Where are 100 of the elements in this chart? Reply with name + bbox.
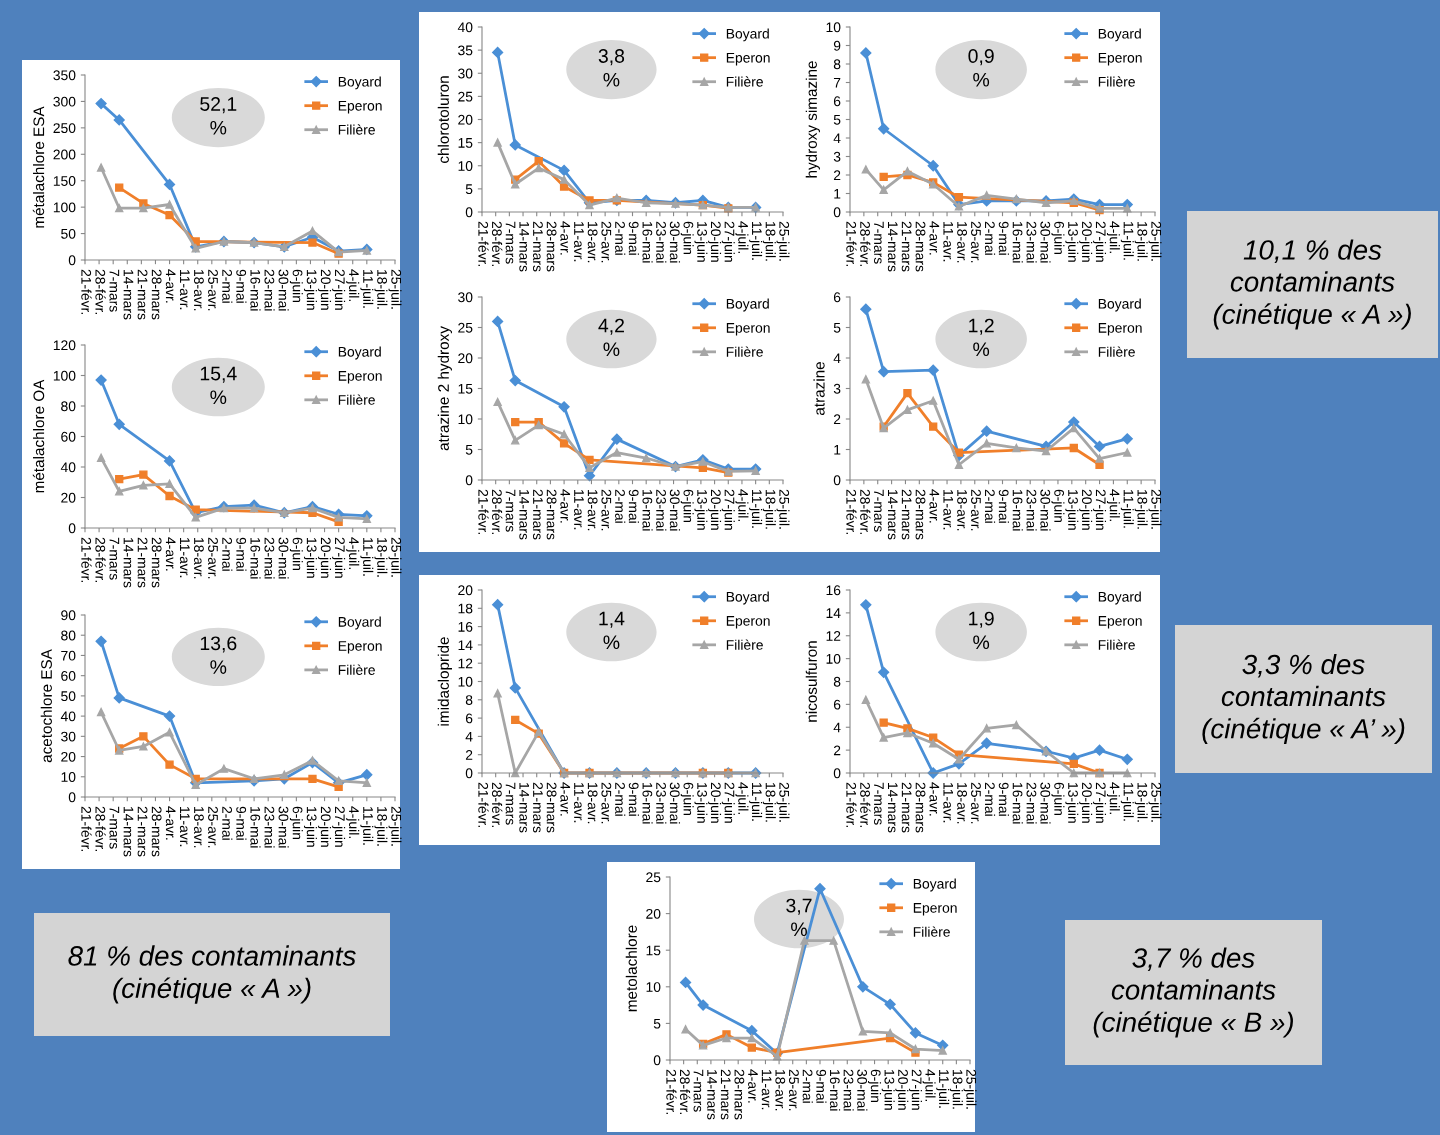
x-tick-label: 4-juil. [735,782,749,814]
y-tick-label: 6 [833,699,841,710]
x-tick-label: 11-juil. [1120,783,1134,821]
x-tick-label: 28-mars [734,1069,745,1120]
y-tick-label: 4 [465,731,473,742]
legend-label: Filière [726,346,763,357]
legend-label: Boyard [913,878,956,892]
y-tick-label: 10 [458,676,473,687]
y-tick-label: 0 [465,475,473,486]
x-tick-label: 13-juin [303,538,317,578]
x-tick-label: 21-mars [720,1069,731,1120]
y-tick-label: 20 [646,908,661,919]
x-tick-label: 14-mars [123,538,134,588]
x-tick-label: 27-juin [1093,489,1107,530]
x-tick-label: 9-mai [236,269,247,303]
x-tick-label: 23-mai [1026,782,1037,824]
y-axis-title: métalachlore ESA [32,106,45,228]
legend-label: Eperon [338,100,382,114]
x-tick-label: 2-mai [222,269,233,303]
x-tick-label: 4-avr. [165,806,176,840]
x-tick-label: 18-avr. [587,490,598,531]
x-tick-label: 27-juin [1093,221,1107,262]
x-tick-label: 18-avr. [194,807,204,848]
x-tick-label: 9-mai [998,489,1009,523]
x-tick-label: 14-mars [887,490,898,540]
x-tick-label: 11-juil. [1120,222,1134,260]
y-tick-label: 10 [646,982,661,992]
x-tick-label: 28-févr. [860,221,871,267]
y-tick-label: 15 [458,138,473,148]
annotation: 15,4 % [200,366,237,405]
x-tick-label: 21-mars [137,806,148,857]
legend-label: Eperon [726,616,770,629]
legend-label: Filière [1098,346,1135,357]
y-tick-label: 10 [826,22,841,33]
y-tick-label: 10 [458,161,473,171]
x-tick-label: 13-juin [881,1070,895,1110]
x-tick-label: 30-mai [669,221,681,263]
y-axis-title: métalachlore OA [32,379,45,493]
x-tick-label: 11-juil. [360,270,374,308]
legend-label: Eperon [1098,52,1142,66]
annotation: 1,4 % [599,611,625,650]
legend-label: Boyard [726,591,769,605]
x-tick-label: 11-juil. [360,538,374,576]
x-tick-label: 2-mai [802,1069,813,1103]
text: 81 % des contaminants (cinétique « A ») [68,945,356,1004]
y-tick-label: 8 [833,59,841,70]
x-tick-label: 21-févr. [846,221,857,267]
x-tick-label: 4-avr. [560,782,571,816]
y-tick-label: 60 [61,671,76,681]
legend-label: Filière [338,124,375,135]
y-axis-title: atrazine [813,362,825,416]
y-tick-label: 0 [68,255,76,266]
x-tick-label: 16-mai [642,490,653,531]
y-tick-label: 40 [457,22,473,33]
y-tick-label: 20 [61,751,76,762]
y-tick-label: 0 [465,768,473,779]
x-tick-label: 14-mars [519,783,530,833]
x-tick-label: 7-mars [109,537,120,580]
x-tick-label: 4-juil. [1106,221,1120,253]
y-tick-label: 5 [465,444,473,455]
x-tick-label: 25-juil. [1148,489,1162,529]
x-tick-label: 13-juin [303,270,317,310]
legend-label: Eperon [726,52,770,66]
x-tick-label: 18-avr. [194,538,204,579]
x-tick-label: 2-mai [984,782,996,816]
x-tick-label: 20-juin [708,221,722,262]
x-tick-label: 9-mai [628,221,639,255]
y-tick-label: 200 [53,149,76,160]
x-tick-label: 4-juil. [1106,489,1120,521]
x-tick-label: 25-juil. [963,1069,977,1109]
y-tick-label: 0 [653,1055,661,1066]
x-tick-label: 9-mai [236,537,247,571]
x-tick-label: 25-avr. [971,782,981,824]
y-tick-label: 20 [458,114,473,125]
y-tick-label: 2 [833,414,841,425]
x-tick-label: 2-mai [615,782,626,816]
x-tick-label: 11-juil. [749,222,763,260]
x-tick-label: 14-mars [707,1070,717,1120]
y-tick-label: 1 [834,444,841,455]
x-tick-label: 18-avr. [587,783,598,824]
x-tick-label: 6-juin [1051,221,1065,255]
y-tick-label: 15 [646,945,661,956]
x-tick-label: 7-mars [874,489,884,532]
text: 3,3 % des contaminants (cinétique « A’ ») [1202,653,1405,745]
x-tick-label: 27-juin [721,782,735,823]
legend-label: Eperon [338,641,382,654]
x-tick-label: 11-avr. [943,222,954,262]
y-tick-label: 70 [61,650,76,661]
y-tick-label: 7 [833,77,841,88]
x-tick-label: 14-mars [519,490,530,540]
x-tick-label: 18-avr. [957,490,968,531]
y-tick-label: 150 [53,176,76,186]
y-tick-label: 25 [458,322,473,333]
y-tick-label: 12 [826,631,841,641]
y-tick-label: 14 [458,640,473,650]
x-tick-label: 4-avr. [165,537,176,571]
x-tick-label: 21-févr. [478,221,489,267]
x-tick-label: 28-févr. [491,489,503,535]
y-tick-label: 20 [458,353,473,364]
legend-label: Boyard [1098,28,1141,42]
